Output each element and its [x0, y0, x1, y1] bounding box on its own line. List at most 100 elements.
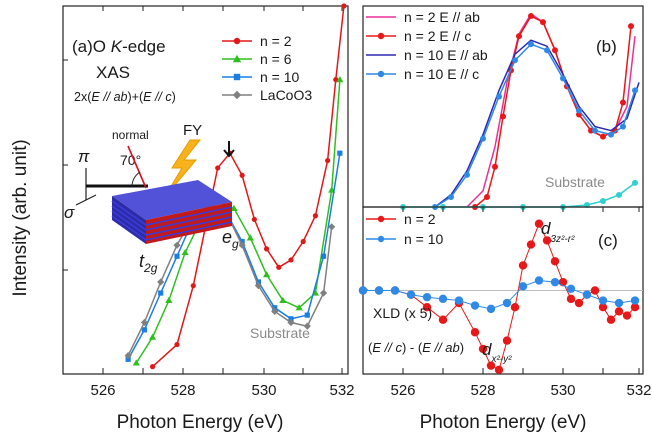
data-point — [502, 298, 512, 308]
data-point — [288, 316, 294, 322]
data-point — [540, 19, 546, 26]
xld-label: XLD (x 5) — [373, 305, 432, 321]
data-point — [377, 235, 385, 243]
panel-a-xlabel: Photon Energy (eV) — [117, 412, 284, 433]
data-point — [422, 303, 432, 312]
data-point — [494, 365, 504, 375]
panel-b-series — [400, 12, 640, 210]
data-point — [608, 131, 614, 138]
data-point — [272, 305, 278, 311]
data-point — [526, 240, 536, 249]
legend-label: n = 10 E // c — [404, 66, 479, 82]
panel-a-legend: n = 2 n = 6 n = 10 LaCoO3 — [222, 33, 312, 103]
data-point — [614, 298, 624, 308]
orbital-label-x2y2: dx²-y² — [482, 340, 512, 365]
data-point — [550, 257, 560, 266]
data-point — [239, 238, 245, 245]
data-point — [271, 307, 279, 316]
panel-c-legend: n = 2 n = 10 — [366, 211, 444, 247]
data-point — [312, 213, 319, 219]
panel-a-tag: (a) — [72, 37, 93, 56]
data-point — [174, 253, 180, 259]
data-point — [550, 277, 560, 287]
data-point — [140, 318, 149, 327]
legend-label: n = 2 E // c — [404, 28, 471, 44]
panel-a-title: (a)O K-edge — [72, 37, 166, 56]
series-line — [434, 39, 640, 208]
data-point — [438, 315, 448, 324]
data-point — [406, 290, 416, 299]
panel-c-xtick: 528 — [470, 382, 495, 399]
legend-label: n = 10 — [404, 231, 444, 247]
data-point — [614, 307, 624, 316]
panel-c-formula: (E // c) - (E // ab) — [368, 340, 464, 355]
legend-label: n = 6 — [260, 51, 292, 67]
data-point — [502, 336, 512, 345]
data-point — [190, 283, 196, 289]
data-point — [165, 296, 173, 303]
data-point — [632, 179, 638, 186]
data-point — [528, 13, 534, 20]
y-axis-label: Intensity (arb. unit) — [10, 139, 31, 296]
panel-a-xtick: 526 — [90, 382, 115, 399]
fy-bolt-icon — [163, 139, 202, 199]
panel-c-xtick: 526 — [390, 382, 415, 399]
panel-c-xtick: 530 — [550, 382, 575, 399]
data-point — [279, 296, 287, 303]
data-point — [251, 216, 257, 223]
data-point — [574, 298, 584, 308]
data-point — [377, 70, 385, 78]
data-point — [464, 171, 470, 178]
data-point — [620, 99, 626, 106]
data-point — [358, 286, 368, 295]
sample-sketch: π σ normal 70° FY — [64, 122, 233, 244]
angle-arc — [131, 171, 141, 187]
data-point — [628, 23, 634, 30]
data-point — [560, 75, 566, 82]
data-point — [303, 322, 311, 330]
data-point — [516, 33, 522, 40]
panel-a-substrate-label: Substrate — [250, 325, 310, 341]
data-point — [320, 253, 327, 259]
data-point — [566, 294, 576, 304]
legend-label: n = 10 E // ab — [404, 47, 488, 63]
data-point — [632, 87, 638, 94]
data-point — [374, 286, 384, 295]
legend-label: n = 10 — [260, 69, 300, 85]
sigma-axis — [75, 194, 97, 206]
data-point — [486, 361, 496, 370]
data-point — [276, 264, 282, 270]
data-point — [336, 76, 344, 83]
data-point — [478, 344, 488, 354]
angle-label: 70° — [120, 152, 141, 168]
data-point — [319, 289, 328, 297]
orbital-label-3z2r2: d3z²-r² — [541, 219, 575, 245]
data-point — [470, 328, 480, 337]
series-line — [127, 153, 341, 360]
data-point — [232, 90, 242, 100]
panel-b: n = 2 E // ab n = 2 E // c n = 10 E // ab n… — [362, 5, 644, 210]
panel-a-ticks — [63, 6, 343, 374]
data-point — [124, 352, 132, 360]
formula-ab: // ab — [100, 90, 128, 104]
panel-a-title-main: O — [93, 37, 111, 56]
formula-c: // c — [151, 90, 172, 104]
fy-label: FY — [183, 122, 202, 139]
panel-a-formula: 2x(E // ab)+(E // c) — [74, 90, 176, 104]
data-point — [125, 356, 131, 362]
series-line — [152, 5, 345, 368]
data-point — [287, 318, 295, 327]
panel-a-title-rest: -edge — [122, 37, 165, 56]
block-front — [112, 196, 146, 244]
data-point — [157, 278, 165, 286]
data-point — [630, 303, 640, 312]
data-point — [438, 294, 448, 304]
data-point — [534, 219, 544, 228]
data-point — [512, 57, 518, 64]
panel-c-series — [358, 219, 643, 375]
data-point — [534, 276, 544, 285]
data-point — [148, 333, 157, 340]
block-top — [112, 180, 232, 220]
data-point — [484, 193, 490, 200]
data-point — [239, 172, 245, 178]
